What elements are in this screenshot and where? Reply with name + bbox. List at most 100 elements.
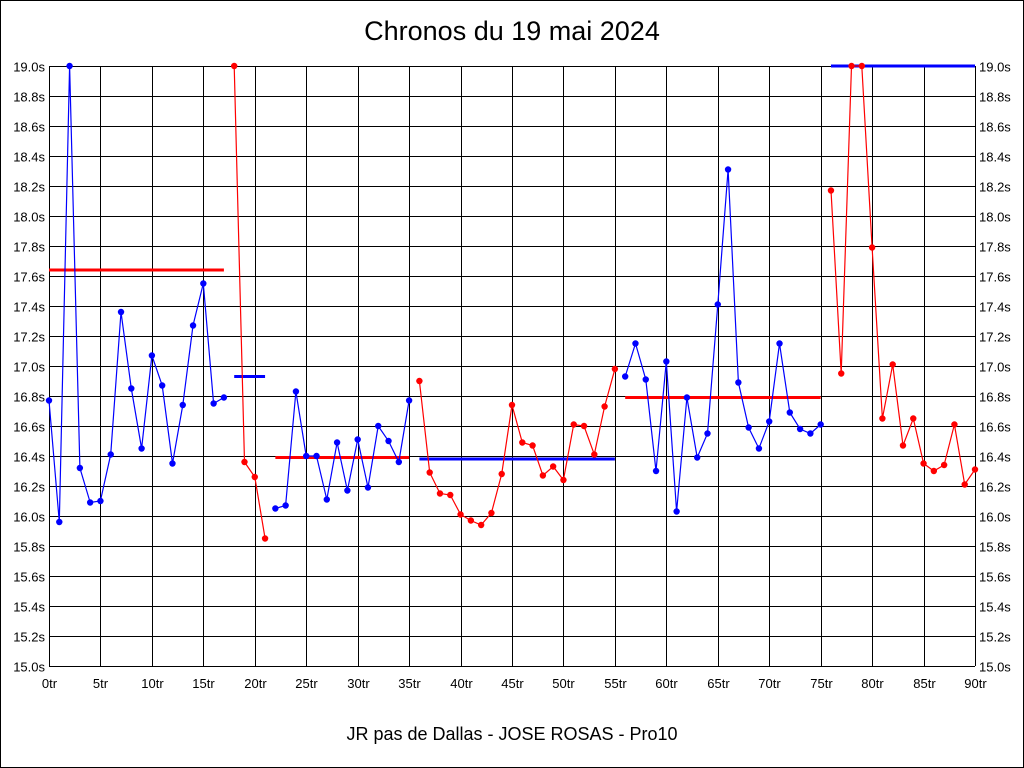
y-tick-label-right: 17.0s bbox=[979, 360, 1011, 375]
x-tick-label: 40tr bbox=[450, 676, 473, 691]
y-tick-label-left: 16.2s bbox=[13, 480, 45, 495]
data-point bbox=[848, 62, 855, 70]
data-point bbox=[858, 62, 866, 70]
data-point bbox=[673, 508, 680, 515]
y-tick-label-right: 19.0s bbox=[979, 60, 1011, 75]
data-point bbox=[899, 442, 907, 449]
data-point bbox=[838, 370, 845, 377]
data-point bbox=[86, 499, 94, 506]
y-tick-label-right: 18.4s bbox=[979, 150, 1011, 165]
data-point bbox=[488, 509, 495, 517]
y-tick-label-left: 17.4s bbox=[13, 300, 45, 315]
series-line-stint-1 bbox=[48, 65, 225, 523]
data-point bbox=[868, 244, 876, 251]
y-tick-label-left: 18.8s bbox=[13, 90, 45, 105]
data-point bbox=[107, 451, 114, 458]
data-point bbox=[282, 502, 289, 509]
data-point bbox=[827, 187, 835, 194]
data-point bbox=[529, 442, 536, 449]
x-tick-label: 80tr bbox=[861, 676, 884, 691]
x-axis-label: JR pas de Dallas - JOSE ROSAS - Pro10 bbox=[346, 724, 678, 744]
y-tick-label-right: 18.2s bbox=[979, 180, 1011, 195]
data-point bbox=[426, 469, 433, 476]
x-tick-label: 55tr bbox=[604, 676, 627, 691]
x-tick-label: 45tr bbox=[501, 676, 524, 691]
data-point bbox=[807, 430, 814, 437]
y-tick-label-left: 17.2s bbox=[13, 330, 45, 345]
data-point bbox=[436, 490, 444, 497]
x-tick-label: 35tr bbox=[398, 676, 421, 691]
data-point bbox=[447, 491, 454, 499]
data-point bbox=[138, 445, 145, 452]
data-point bbox=[683, 394, 691, 401]
data-point bbox=[652, 467, 660, 475]
data-point bbox=[148, 352, 156, 359]
data-point bbox=[97, 497, 104, 505]
data-point bbox=[663, 358, 670, 365]
y-tick-label-left: 16.8s bbox=[13, 390, 45, 405]
data-point bbox=[457, 511, 464, 518]
x-tick-label: 65tr bbox=[707, 676, 730, 691]
data-point bbox=[601, 403, 608, 410]
data-point bbox=[416, 377, 423, 385]
data-point bbox=[930, 467, 938, 475]
y-tick-label-right: 18.0s bbox=[979, 210, 1011, 225]
y-tick-label-left: 17.8s bbox=[13, 240, 45, 255]
series-line-stint-5 bbox=[624, 169, 822, 512]
x-tick-label: 85tr bbox=[913, 676, 936, 691]
data-point bbox=[241, 458, 248, 466]
data-point bbox=[66, 62, 73, 70]
y-tick-label-left: 15.0s bbox=[13, 660, 45, 675]
data-point bbox=[910, 415, 917, 422]
y-tick-label-left: 16.4s bbox=[13, 450, 45, 465]
data-point bbox=[735, 379, 742, 386]
y-tick-label-left: 15.8s bbox=[13, 540, 45, 555]
data-point bbox=[405, 397, 413, 404]
x-tick-label: 15tr bbox=[192, 676, 215, 691]
data-point bbox=[776, 340, 783, 347]
y-tick-label-right: 15.0s bbox=[979, 660, 1011, 675]
data-point bbox=[694, 454, 701, 461]
x-tick-label: 75tr bbox=[810, 676, 833, 691]
data-point bbox=[920, 460, 927, 467]
y-tick-label-right: 16.4s bbox=[979, 450, 1011, 465]
x-tick-label: 5tr bbox=[93, 676, 109, 691]
data-point bbox=[611, 365, 619, 373]
data-point bbox=[364, 484, 372, 491]
y-tick-label-right: 15.8s bbox=[979, 540, 1011, 555]
data-point bbox=[128, 385, 135, 392]
y-tick-label-right: 15.2s bbox=[979, 630, 1011, 645]
x-tick-label: 30tr bbox=[347, 676, 370, 691]
data-point bbox=[632, 340, 639, 347]
data-point bbox=[642, 376, 649, 383]
series-line-stint-4 bbox=[418, 368, 616, 526]
y-tick-label-left: 18.4s bbox=[13, 150, 45, 165]
data-point bbox=[251, 473, 258, 481]
x-tick-label: 10tr bbox=[141, 676, 164, 691]
data-point bbox=[539, 472, 547, 479]
data-point bbox=[158, 382, 166, 389]
data-point bbox=[56, 518, 63, 526]
data-point bbox=[272, 505, 279, 512]
data-point bbox=[385, 437, 392, 445]
data-point bbox=[580, 422, 588, 430]
data-point bbox=[591, 451, 598, 458]
data-point bbox=[961, 481, 968, 488]
data-point bbox=[724, 166, 732, 173]
data-point bbox=[745, 424, 752, 431]
data-point bbox=[231, 62, 238, 70]
data-point bbox=[704, 430, 711, 437]
chart-title: Chronos du 19 mai 2024 bbox=[364, 16, 660, 46]
data-point bbox=[313, 452, 320, 460]
y-tick-label-right: 15.6s bbox=[979, 570, 1011, 585]
y-tick-label-left: 16.0s bbox=[13, 510, 45, 525]
data-point bbox=[200, 280, 207, 287]
data-point bbox=[796, 425, 804, 433]
y-tick-label-right: 18.8s bbox=[979, 90, 1011, 105]
data-point bbox=[375, 422, 382, 430]
y-tick-label-left: 18.0s bbox=[13, 210, 45, 225]
y-tick-label-left: 18.6s bbox=[13, 120, 45, 135]
data-point bbox=[303, 452, 310, 460]
x-tick-label: 60tr bbox=[655, 676, 678, 691]
